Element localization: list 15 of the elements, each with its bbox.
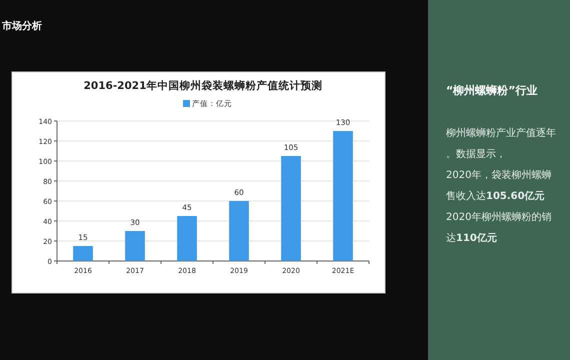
text: “柳州螺蛳粉”行业 <box>446 84 538 97</box>
bar <box>125 231 145 261</box>
bar <box>281 156 301 261</box>
text: 柳州螺蛳粉产业产值逐年 <box>446 127 556 139</box>
bar <box>73 246 93 261</box>
bar <box>229 201 249 261</box>
text: 2020年柳州螺蛳粉的销 <box>446 211 552 223</box>
text: 2020年，袋装柳州螺蛳 <box>446 169 552 181</box>
text: 。数据显示， <box>446 148 506 160</box>
text: 市场分析 <box>1 20 42 32</box>
bar <box>177 216 197 261</box>
text: 售收入达105.60亿元 <box>446 190 545 202</box>
text: 达110亿元 <box>446 232 497 244</box>
chart-title: 2016-2021年中国柳州袋装螺蛳粉产值统计预测 <box>84 79 322 92</box>
bar <box>333 131 353 261</box>
